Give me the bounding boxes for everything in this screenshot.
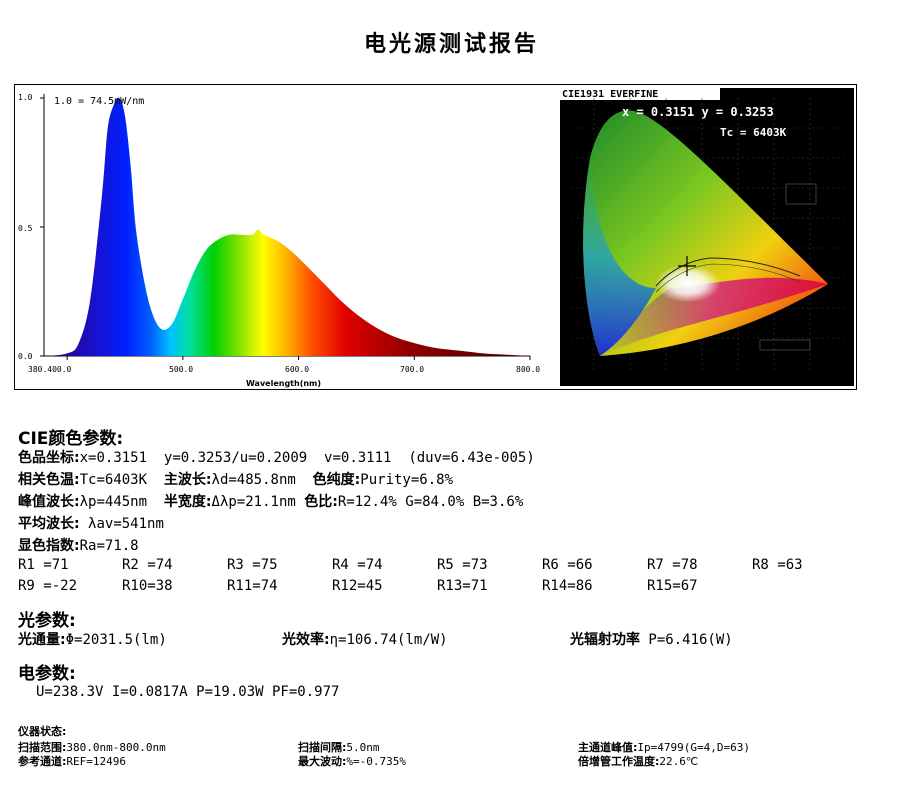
x-tick-label: 500.0	[169, 365, 193, 374]
main-channel-peak: 主通道峰值:Ip=4799(G=4,D=63)	[578, 739, 750, 755]
cri-line: 显色指数:Ra=71.8	[18, 535, 139, 555]
y-tick-label: 1.0	[18, 93, 33, 102]
photo-params-heading: 光参数:	[18, 611, 76, 631]
radiant-power-line: 光辐射功率 P=6.416(W)	[570, 629, 733, 649]
r-value: R9 =-22	[18, 578, 78, 594]
flux-value: Φ=2031.5(lm)	[65, 632, 167, 648]
r-value: R11=74	[227, 578, 278, 594]
efficacy-line: 光效率:η=106.74(lm/W)	[282, 629, 448, 649]
color-ratio-value: R=12.4% G=84.0% B=3.6%	[337, 494, 524, 510]
r-value: R2 =74	[122, 557, 173, 573]
scan-range: 扫描范围:380.0nm-800.0nm	[18, 739, 166, 755]
r-value: R10=38	[122, 578, 173, 594]
y-tick-label: 0.0	[18, 352, 33, 361]
dominant-wavelength-label: 主波长:	[163, 472, 212, 488]
scan-interval-value: 5.0nm	[346, 741, 380, 754]
pmt-temperature-label: 倍增管工作温度:	[578, 755, 660, 768]
y-tick-label: 0.5	[18, 224, 33, 233]
dominant-wavelength-value: λd=485.8nm	[211, 472, 313, 488]
cie-params-heading: CIE颜色参数:	[18, 429, 124, 449]
r-value: R4 =74	[332, 557, 383, 573]
r-value: R1 =71	[18, 557, 69, 573]
figure-frame	[14, 84, 857, 390]
avg-wavelength-value: λav=541nm	[79, 516, 164, 532]
cie-color-temperature: Tc = 6403K	[720, 126, 787, 139]
pmt-temperature: 倍增管工作温度:22.6℃	[578, 753, 698, 769]
max-fluctuation-label: 最大波动:	[298, 755, 347, 768]
r-value: R5 =73	[437, 557, 488, 573]
elec-params-value: U=238.3V I=0.0817A P=19.03W PF=0.977	[36, 684, 340, 700]
purity-label: 色纯度:	[312, 472, 361, 488]
x-tick-label: 380.400.0	[28, 365, 72, 374]
report-title: 电光源测试报告	[363, 32, 539, 57]
peak-wavelength-value: λp=445nm	[79, 494, 164, 510]
peak-wavelength-line: 峰值波长:λp=445nm 半宽度:Δλp=21.1nm 色比:R=12.4% …	[18, 491, 523, 511]
r-value: R15=67	[647, 578, 698, 594]
scan-range-label: 扫描范围:	[18, 741, 67, 754]
x-axis-label: Wavelength(nm)	[246, 379, 321, 388]
main-channel-peak-value: Ip=4799(G=4,D=63)	[637, 741, 750, 754]
r-value: R14=86	[542, 578, 593, 594]
cct-line: 相关色温:Tc=6403K 主波长:λd=485.8nm 色纯度:Purity=…	[18, 469, 453, 489]
radiant-power-label: 光辐射功率	[570, 632, 640, 648]
x-tick-label: 800.0	[516, 365, 540, 374]
avg-wavelength-label: 平均波长:	[18, 516, 80, 532]
r-value: R6 =66	[542, 557, 593, 573]
efficacy-value: η=106.74(lm/W)	[329, 632, 448, 648]
elec-params-heading: 电参数:	[18, 664, 76, 684]
cct-label: 相关色温:	[18, 472, 80, 488]
x-tick-label: 700.0	[400, 365, 424, 374]
cct-value: Tc=6403K	[79, 472, 164, 488]
x-tick-label: 600.0	[285, 365, 309, 374]
purity-value: Purity=6.8%	[360, 472, 453, 488]
r-value: R3 =75	[227, 557, 278, 573]
color-ratio-label: 色比:	[304, 494, 338, 510]
flux-label: 光通量:	[18, 632, 66, 648]
cie-chromaticity-chart: CIE1931 EVERFINE x = 0.3151 y = 0.3253 T…	[560, 88, 854, 386]
max-fluctuation: 最大波动:%=-0.735%	[298, 753, 406, 769]
half-width-value: Δλp=21.1nm	[211, 494, 305, 510]
peak-note: 1.0 = 74.5mW/nm	[54, 96, 144, 107]
chromaticity-value: x=0.3151 y=0.3253/u=0.2009 v=0.3111 (duv…	[79, 450, 535, 466]
efficacy-label: 光效率:	[282, 632, 330, 648]
pmt-temperature-value: 22.6℃	[659, 755, 699, 768]
radiant-power-value: P=6.416(W)	[640, 632, 733, 648]
peak-wavelength-label: 峰值波长:	[18, 494, 80, 510]
ref-channel: 参考通道:REF=12496	[18, 753, 126, 769]
chromaticity-line: 色品坐标:x=0.3151 y=0.3253/u=0.2009 v=0.3111…	[18, 447, 535, 467]
chromaticity-label: 色品坐标:	[18, 450, 80, 466]
cie-xy-coordinates: x = 0.3151 y = 0.3253	[622, 105, 774, 119]
spectrum-area	[44, 97, 530, 356]
half-width-label: 半宽度:	[163, 494, 212, 510]
r-value: R12=45	[332, 578, 383, 594]
cri-value: Ra=71.8	[79, 538, 139, 554]
scan-interval: 扫描间隔:5.0nm	[298, 739, 380, 755]
scan-range-value: 380.0nm-800.0nm	[66, 741, 166, 754]
cie-label: CIE1931 EVERFINE	[562, 89, 658, 100]
r-value: R13=71	[437, 578, 488, 594]
scan-interval-label: 扫描间隔:	[298, 741, 347, 754]
cri-label: 显色指数:	[18, 538, 80, 554]
max-fluctuation-value: %=-0.735%	[346, 755, 407, 768]
r-value: R7 =78	[647, 557, 698, 573]
avg-wavelength-line: 平均波长: λav=541nm	[18, 513, 164, 533]
spectrum-chart: 1.0 = 74.5mW/nm 1.0 0.5 0.0 380.400.0 50…	[18, 93, 540, 388]
main-channel-peak-label: 主通道峰值:	[578, 741, 638, 754]
ref-channel-value: REF=12496	[66, 755, 127, 768]
flux-line: 光通量:Φ=2031.5(lm)	[18, 629, 167, 649]
ref-channel-label: 参考通道:	[18, 755, 67, 768]
r-value: R8 =63	[752, 557, 803, 573]
instrument-heading: 仪器状态:	[18, 725, 67, 738]
